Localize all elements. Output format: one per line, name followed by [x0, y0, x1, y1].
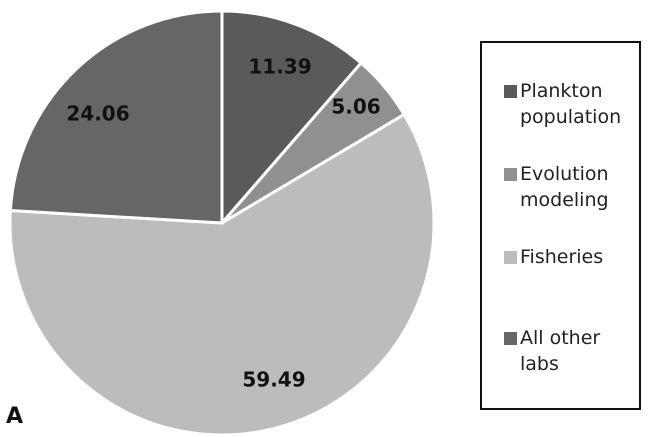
- legend-label: Evolution modeling: [520, 163, 609, 211]
- legend-swatch: [504, 332, 517, 345]
- legend-label: Plankton population: [520, 80, 622, 128]
- pie-slice: [8, 9, 224, 225]
- pie-slice: [8, 112, 436, 437]
- pie-slice: [220, 9, 364, 228]
- legend-label: All other labs: [520, 327, 601, 375]
- slice-value-label: 5.06: [331, 95, 380, 119]
- slice-value-label: 24.06: [66, 102, 129, 126]
- slice-value-label: 11.39: [248, 55, 311, 79]
- panel-label: A: [6, 404, 24, 429]
- chart-legend: Plankton population Evolution modeling F…: [480, 41, 641, 410]
- legend-swatch: [504, 168, 517, 181]
- legend-swatch: [504, 251, 517, 264]
- legend-label: Fisheries: [520, 246, 604, 268]
- legend-swatch: [504, 85, 517, 98]
- slice-value-label: 59.49: [242, 368, 305, 392]
- pie-chart: 11.39 5.06 59.49 24.06: [8, 9, 436, 437]
